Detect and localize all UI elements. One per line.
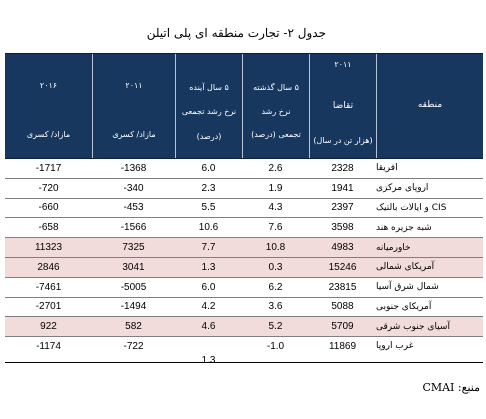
table-row: CIS و ایالات بالتیک 2397 4.3 5.5 -453 -660 (5, 199, 483, 219)
cell-s2011: -722 (123, 341, 144, 353)
cell-region: آسیای جنوب شرقی (376, 321, 450, 332)
cell-demand: 3598 (331, 222, 354, 234)
table-row: آسیای جنوب شرقی 5709 5.2 4.6 582 922 (5, 317, 483, 338)
cell-past5: 5.2 (268, 321, 283, 333)
table-row: غرب اروپا 11869 -1.0 1.3 -722 -1174 (5, 337, 483, 367)
cell-s2011: 7325 (122, 242, 145, 254)
cell-demand: 1941 (331, 182, 354, 194)
cell-past5: 10.8 (265, 242, 286, 254)
table-row: اروپای مرکزی 1941 1.9 2.3 -340 -720 (5, 179, 483, 199)
table-row: شمال شرق آسیا 23815 6.2 6.0 -5005 -7461 (5, 278, 483, 298)
cell-next5: 4.2 (201, 301, 216, 313)
header-2011: ۲۰۱۱ مازاد/ کسری (92, 54, 175, 158)
cell-next5: 5.5 (201, 202, 216, 214)
cell-region: غرب اروپا (376, 341, 414, 352)
cell-s2016: -658 (38, 222, 59, 234)
cell-past5: 0.3 (268, 261, 283, 273)
cell-past5: -1.0 (266, 341, 285, 353)
cell-past5: 1.9 (268, 182, 283, 194)
trade-table: منطقه ۲۰۱۱ تقاضا (هزار تن در سال) ۵ سال … (5, 53, 483, 367)
cell-s2016: -2701 (35, 301, 62, 313)
header-past5: ۵ سال گذشته نرخ رشد تجمعی (درصد) (242, 54, 309, 158)
table-row: خاورمیانه 4983 10.8 7.7 7325 11323 (5, 238, 483, 258)
cell-next5: 1.3 (201, 355, 216, 367)
table-header: منطقه ۲۰۱۱ تقاضا (هزار تن در سال) ۵ سال … (5, 53, 483, 159)
cell-s2011: -1566 (120, 222, 147, 234)
cell-region: خاورمیانه (376, 242, 411, 253)
cell-next5: 6.0 (201, 281, 216, 293)
cell-region: CIS و ایالات بالتیک (376, 202, 447, 213)
cell-region: اروپای مرکزی (376, 183, 429, 194)
cell-s2011: -1368 (120, 162, 147, 174)
cell-next5: 10.6 (198, 222, 219, 234)
cell-demand: 2328 (331, 162, 354, 174)
cell-s2016: 2846 (37, 261, 60, 273)
cell-next5: 6.0 (201, 162, 216, 174)
cell-s2016: -1174 (36, 341, 61, 353)
table-row: شبه جزیره هند 3598 7.6 10.6 -1566 -658 (5, 218, 483, 239)
cell-next5: 2.3 (201, 182, 216, 194)
cell-past5: 3.6 (268, 301, 283, 313)
cell-region: آمریکای جنوبی (376, 301, 432, 312)
cell-next5: 1.3 (201, 261, 216, 273)
cell-demand: 11869 (328, 341, 357, 353)
cell-region: شبه جزیره هند (376, 222, 432, 233)
cell-s2016: 922 (40, 321, 57, 333)
cell-past5: 4.3 (268, 202, 283, 214)
cell-s2011: 3041 (122, 261, 145, 273)
header-region: منطقه (376, 54, 483, 158)
cell-s2016: -720 (38, 182, 59, 194)
cell-s2011: 582 (125, 321, 142, 333)
cell-past5: 6.2 (268, 281, 283, 293)
cell-region: آمریکای شمالی (376, 262, 435, 273)
table-row: آمریکای جنوبی 5088 3.6 4.2 -1494 -2701 (5, 298, 483, 318)
cell-s2011: -1494 (120, 301, 147, 313)
cell-region: افریقا (376, 163, 398, 174)
cell-s2016: 11323 (34, 242, 63, 254)
cell-s2016: -1717 (35, 162, 62, 174)
cell-past5: 7.6 (268, 222, 283, 234)
cell-s2016: -7461 (35, 281, 62, 293)
header-demand: ۲۰۱۱ تقاضا (هزار تن در سال) (309, 54, 376, 158)
table-row: آمریکای شمالی 15246 0.3 1.3 3041 2846 (5, 257, 483, 278)
cell-s2011: -453 (123, 202, 144, 214)
cell-demand: 4983 (331, 242, 354, 254)
header-2016: ۲۰۱۶ مازاد/ کسری (26, 81, 71, 139)
cell-region: شمال شرق آسیا (376, 282, 439, 293)
table-row: افریقا 2328 2.6 6.0 -1368 -1717 (5, 159, 483, 179)
cell-past5: 2.6 (268, 162, 283, 174)
cell-s2011: -340 (123, 182, 144, 194)
cell-demand: 15246 (328, 261, 357, 273)
table-body: افریقا 2328 2.6 6.0 -1368 -1717 اروپای مرکزی 19… (5, 159, 483, 367)
cell-next5: 4.6 (201, 321, 216, 333)
header-next5: ۵ سال آینده نرخ رشد تجمعی (درصد) (175, 54, 242, 158)
table-title: جدول ۲- تجارت منطقه ای پلی اتیلن (146, 26, 326, 40)
cell-s2011: -5005 (120, 281, 147, 293)
cell-demand: 5088 (331, 301, 354, 313)
cell-next5: 7.7 (201, 242, 216, 254)
cell-demand: 2397 (331, 202, 354, 214)
cell-s2016: -660 (38, 202, 59, 214)
cell-demand: 23815 (328, 281, 357, 293)
source-note: منبع: CMAI (422, 381, 480, 394)
cell-demand: 5709 (331, 321, 354, 333)
